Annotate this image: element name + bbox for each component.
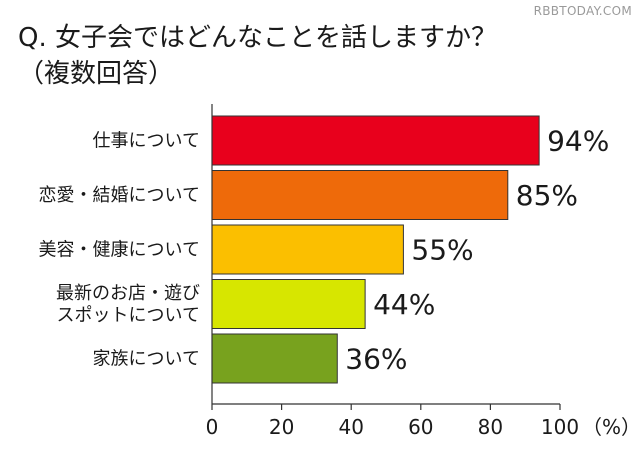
bar-3 [211,224,404,275]
value-label-1: 94% [547,125,609,158]
bar-1 [211,115,540,166]
chart-title: Q. 女子会ではどんなことを話しますか？ [18,23,497,53]
x-tick-label-40: 40 [338,415,363,439]
x-tick-label-60: 60 [408,415,433,439]
category-label-5: 家族について [93,349,200,370]
x-tick-label-80: 80 [478,415,503,439]
category-label-2: 恋愛・結婚について [39,184,200,206]
x-tick-label-20: 20 [269,415,294,439]
x-tick-label-100: 100 [541,415,579,439]
category-label-3: 美容・健康について [39,240,200,261]
category-label-4-line-2: スポットについて [57,305,200,326]
value-label-2: 85% [516,179,578,212]
category-label-1: 仕事について [93,131,200,152]
x-unit-label: （%） [582,415,640,439]
bar-2 [211,170,509,220]
x-tick-label-0: 0 [206,415,219,439]
value-label-4: 44% [373,288,435,321]
bar-5 [211,333,338,384]
bar-4 [211,279,366,329]
category-label-4-line-1: 最新のお店・遊び [56,283,200,304]
chart-subtitle: （複数回答） [18,59,175,89]
watermark: RBBTODAY.COM [533,4,632,18]
value-label-3: 55% [411,234,473,267]
value-label-5: 36% [345,343,407,376]
